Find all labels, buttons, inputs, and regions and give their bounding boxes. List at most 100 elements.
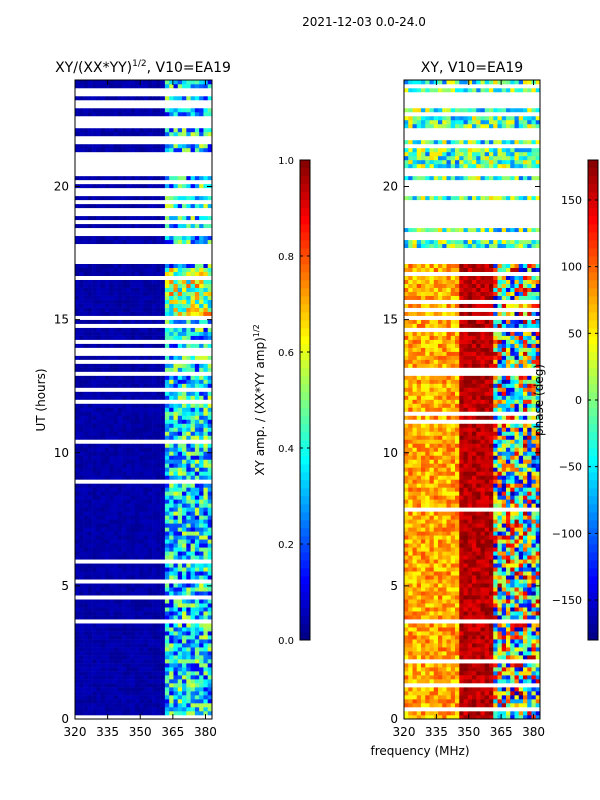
heatmap-cell [92,463,97,468]
heatmap-cell [109,179,114,185]
heatmap-cell [87,483,93,488]
heatmap-cell [207,607,213,612]
heatmap-cell [190,707,196,712]
heatmap-cell [87,343,93,348]
heatmap-cell [92,679,97,684]
heatmap-cell [109,639,114,644]
heatmap-cell [203,535,209,540]
heatmap-cell [113,287,119,292]
heatmap-cell [113,427,119,432]
heatmap-cell [126,219,131,225]
heatmap-cell [122,507,127,512]
heatmap-cell [156,419,161,424]
heatmap-cell [130,699,136,704]
heatmap-cell [147,223,153,229]
heatmap-cell [87,619,93,624]
heatmap-cell [152,307,157,312]
heatmap-cell [134,655,140,660]
heatmap-cell [207,207,213,213]
heatmap-cell [126,139,131,145]
heatmap-cell [199,355,204,360]
heatmap-cell [207,415,213,420]
heatmap-cell [152,431,157,436]
heatmap-cell [160,151,166,157]
heatmap-cell [186,683,191,688]
heatmap-cell [160,315,166,320]
heatmap-cell [186,695,191,700]
heatmap-cell [199,439,204,444]
heatmap-cell [190,371,196,376]
heatmap-cell [207,671,213,676]
heatmap-cell [190,527,196,532]
heatmap-cell [92,699,97,704]
heatmap-cell [173,519,179,524]
heatmap-cell [169,591,174,596]
heatmap-cell [203,631,209,636]
heatmap-cell [182,479,187,484]
heatmap-cell [104,363,110,368]
heatmap-cell [109,339,114,344]
heatmap-cell [160,303,166,308]
heatmap-cell [143,623,149,628]
heatmap-cell [194,587,200,592]
heatmap-cell [199,599,204,604]
heatmap-cell [122,135,127,141]
heatmap-cell [169,127,174,133]
heatmap-cell [207,267,213,272]
heatmap-cell [164,483,170,488]
heatmap-cell [194,383,200,388]
heatmap-cell [152,403,157,408]
heatmap-cell [194,167,200,173]
heatmap-cell [104,607,110,612]
heatmap-cell [100,263,106,268]
heatmap-cell [169,447,174,452]
heatmap-cell [182,379,187,384]
heatmap-cell [147,475,153,480]
heatmap-cell [182,631,187,636]
heatmap-cell [143,595,149,600]
heatmap-cell [182,115,187,121]
heatmap-cell [100,563,106,568]
heatmap-cell [83,303,89,308]
heatmap-cell [92,671,97,676]
heatmap-cell [186,495,191,500]
heatmap-cell [173,527,179,532]
heatmap-cell [207,151,213,157]
heatmap-cell [190,331,196,336]
heatmap-cell [134,307,140,312]
heatmap-cell [104,599,110,604]
heatmap-cell [75,123,80,129]
heatmap-cell [182,607,187,612]
heatmap-cell [190,651,196,656]
heatmap-cell [113,115,119,121]
heatmap-cell [160,571,166,576]
heatmap-cell [194,323,200,328]
heatmap-cell [87,387,93,392]
heatmap-cell [109,151,114,157]
heatmap-cell [169,523,174,528]
heatmap-cell [156,255,161,261]
heatmap-cell [113,535,119,540]
heatmap-cell [100,495,106,500]
heatmap-cell [104,563,110,568]
heatmap-cell [143,147,149,153]
heatmap-cell [109,347,114,352]
heatmap-row [75,247,213,253]
heatmap-cell [75,231,80,237]
heatmap-cell [92,455,97,460]
heatmap-cell [156,287,161,292]
heatmap-cell [96,519,101,524]
heatmap-cell [83,227,89,233]
heatmap-cell [143,335,149,340]
heatmap-cell [156,519,161,524]
heatmap-cell [87,339,93,344]
heatmap-cell [92,151,97,157]
heatmap-cell [126,195,131,201]
heatmap-cell [83,523,89,528]
heatmap-cell [177,287,183,292]
heatmap-cell [96,683,101,688]
heatmap-cell [203,495,209,500]
heatmap-cell [147,699,153,704]
heatmap-cell [122,203,127,209]
heatmap-cell [147,311,153,316]
